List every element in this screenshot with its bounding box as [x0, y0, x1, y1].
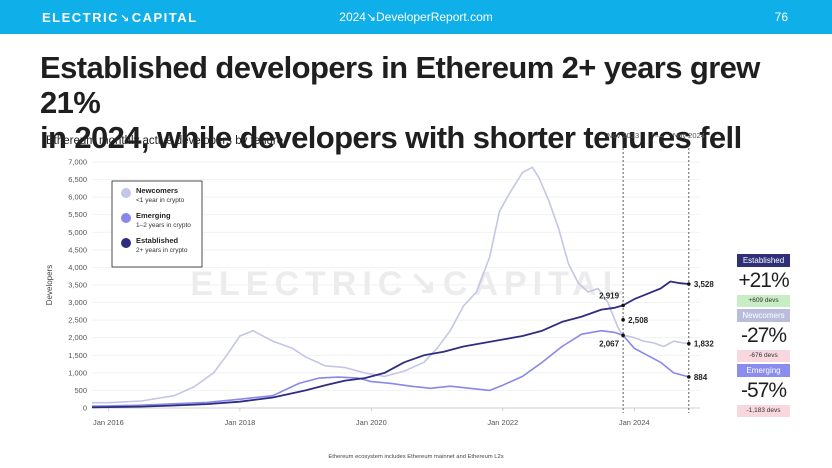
page-number: 76 [774, 10, 788, 24]
y-tick-label: 6,500 [68, 175, 87, 184]
y-tick-label: 5,000 [68, 228, 87, 237]
annotation-point [621, 318, 625, 322]
legend-entry-label: Emerging [136, 211, 171, 220]
y-tick-label: 5,500 [68, 210, 87, 219]
brand-left: ELECTRIC [42, 10, 119, 25]
annotation-point [687, 341, 691, 346]
annotation-label: 2,919 [599, 291, 620, 300]
footnote: Ethereum ecosystem includes Ethereum mai… [328, 454, 504, 460]
legend-entry-sublabel: 2+ years in crypto [136, 247, 188, 254]
marker-label: Nov 2023 [607, 131, 639, 140]
marker-separator: — [655, 131, 663, 140]
legend-entry-label: Newcomers [136, 186, 178, 195]
bolt-icon: ↘ [120, 13, 131, 25]
change-card-newcomers: Newcomers -27% -676 devs [737, 309, 790, 362]
y-tick-label: 3,500 [68, 281, 87, 290]
legend-swatch-established [121, 238, 131, 248]
change-card-established: Established +21% +609 devs [737, 254, 790, 307]
annotation-label: 1,832 [694, 340, 715, 349]
x-tick-label: Jan 2016 [93, 418, 124, 427]
y-tick-label: 2,500 [68, 316, 87, 325]
y-tick-label: 0 [83, 404, 87, 413]
y-tick-label: 500 [74, 386, 87, 395]
legend-entry-sublabel: <1 year in crypto [136, 197, 185, 204]
series-line-established [91, 280, 689, 409]
change-percent: +21% [738, 269, 789, 292]
change-label: Emerging [737, 364, 790, 377]
header-bar: ELECTRIC↘CAPITAL 2024↘DeveloperReport.co… [0, 0, 832, 34]
chart-title: Ethereum monthly active developers by te… [46, 135, 284, 147]
change-percent: -27% [740, 324, 787, 347]
brand-right: CAPITAL [131, 10, 198, 25]
x-tick-label: Jan 2024 [619, 418, 650, 427]
annotation-label: 2,508 [628, 316, 649, 325]
annotation-point [621, 333, 625, 338]
site-url: 2024↘DeveloperReport.com [339, 10, 493, 24]
y-tick-label: 2,000 [68, 333, 87, 342]
x-tick-label: Jan 2018 [224, 418, 255, 427]
y-tick-label: 4,000 [68, 263, 87, 272]
change-label: Established [737, 254, 790, 267]
series-line-newcomers [92, 166, 689, 404]
annotation-point [621, 303, 625, 308]
annotation-label: 3,528 [694, 280, 715, 289]
annotation-label: 2,067 [599, 339, 620, 348]
x-tick-label: Jan 2022 [487, 418, 518, 427]
brand-logo: ELECTRIC↘CAPITAL [42, 10, 198, 25]
legend-entry-sublabel: 1–2 years in crypto [136, 222, 191, 229]
y-tick-label: 1,000 [68, 368, 87, 377]
marker-label: Nov 2024 [673, 131, 705, 140]
y-tick-label: 4,500 [68, 245, 87, 254]
annotation-point [687, 282, 691, 286]
y-axis-label: Developers [45, 265, 54, 305]
change-devs: -676 devs [737, 350, 790, 362]
legend-swatch-newcomers [121, 188, 131, 198]
annotation-point [687, 375, 691, 379]
change-percent: -57% [740, 379, 787, 402]
y-tick-label: 6,000 [68, 193, 87, 202]
watermark: ELECTRIC↘CAPITAL [190, 265, 629, 303]
title-line-1: Established developers in Ethereum 2+ ye… [40, 50, 760, 120]
slide-title: Established developers in Ethereum 2+ ye… [40, 50, 800, 155]
change-devs: -1,183 devs [737, 405, 790, 417]
y-tick-label: 7,000 [68, 158, 87, 167]
title-line-2: in 2024, while developers with shorter t… [40, 120, 742, 155]
y-tick-label: 1,500 [68, 351, 87, 360]
change-label: Newcomers [737, 309, 790, 322]
change-devs: +609 devs [737, 295, 790, 307]
legend-entry-label: Established [136, 236, 179, 245]
x-tick-label: Jan 2020 [356, 418, 387, 427]
legend-swatch-emerging [121, 213, 131, 223]
change-card-emerging: Emerging -57% -1,183 devs [737, 364, 790, 417]
y-tick-label: 3,000 [68, 298, 87, 307]
annotation-label: 884 [694, 373, 708, 382]
